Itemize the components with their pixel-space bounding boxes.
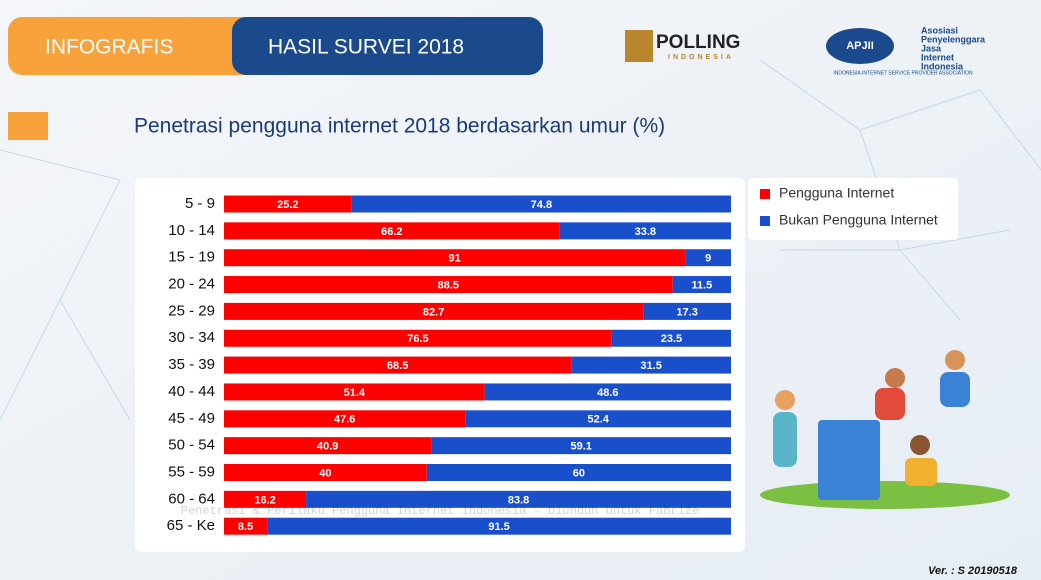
y-tick-label: 55 - 59	[168, 463, 215, 480]
bar-segment	[224, 356, 572, 374]
y-tick-label: 35 - 39	[168, 356, 215, 373]
data-label: 88.5	[438, 279, 459, 291]
apjii-logo-shape	[826, 28, 894, 64]
data-label: 52.4	[587, 414, 609, 426]
chart: 5 - 9 25.2 74.8 10 - 14 66.2 33.8 15 - 19 91 9 20…	[167, 195, 731, 535]
data-label: 11.5	[691, 279, 712, 291]
bar-segment	[484, 383, 731, 401]
data-label: 68.5	[387, 360, 408, 372]
title-banner	[232, 17, 543, 75]
data-label: 76.5	[407, 333, 428, 345]
y-tick-label: 5 - 9	[185, 195, 215, 212]
data-label: 66.2	[381, 226, 402, 238]
version: Ver. : S 20190518	[928, 565, 1018, 577]
data-label: 16.2	[254, 494, 275, 506]
legend-label: Pengguna Internet	[779, 185, 894, 201]
data-label: 59.1	[570, 441, 591, 453]
bar-segment	[224, 383, 485, 401]
bar-segment	[224, 490, 307, 508]
bar-segment	[267, 517, 731, 535]
watermark: Penetrasi & Perilaku Pengguna Internet I…	[181, 504, 699, 518]
bar-segment	[559, 222, 731, 240]
data-label: 83.8	[508, 494, 529, 506]
bar-segment	[224, 276, 673, 294]
data-label: 40.9	[317, 441, 338, 453]
bar-segment	[224, 410, 466, 428]
data-label: 9	[705, 253, 711, 265]
bar-segment	[571, 356, 731, 374]
polling-logo-sub: INDONESIA	[668, 54, 734, 61]
data-label: 74.8	[531, 199, 552, 211]
legend-swatch	[760, 189, 770, 199]
illustration	[760, 350, 1010, 509]
bar-segment	[465, 410, 731, 428]
legend-swatch	[760, 216, 770, 226]
data-label: 25.2	[277, 199, 298, 211]
apjii-name-line: Asosiasi	[921, 25, 958, 35]
y-tick-label: 40 - 44	[168, 383, 215, 400]
data-label: 33.8	[635, 226, 656, 238]
bar-segment	[611, 329, 731, 347]
data-label: 82.7	[423, 306, 444, 318]
data-label: 40	[319, 467, 331, 479]
bar-segment	[351, 195, 731, 213]
data-label: 47.6	[334, 414, 355, 426]
data-label: 60	[573, 467, 585, 479]
bar-segment	[224, 437, 432, 455]
bar-segment	[224, 249, 686, 267]
legend-label: Bukan Pengguna Internet	[779, 212, 938, 228]
bar-segment	[224, 329, 612, 347]
chart-title: Penetrasi pengguna internet 2018 berdasa…	[134, 115, 665, 138]
polling-logo-icon	[625, 30, 653, 62]
apjii-name: AsosiasiPenyelenggaraJasaInternetIndones…	[921, 25, 986, 71]
bar-segment	[224, 464, 427, 481]
bar-segment	[685, 249, 731, 267]
y-tick-label: 10 - 14	[168, 222, 215, 239]
y-tick-label: 20 - 24	[168, 276, 215, 293]
data-label: 51.4	[344, 387, 366, 399]
y-tick-label: 25 - 29	[168, 302, 215, 319]
apjii-logo: APJII	[846, 40, 874, 52]
data-label: 31.5	[640, 360, 661, 372]
apjii-name-line: Jasa	[921, 43, 942, 53]
bar-segment	[224, 195, 352, 213]
apjii-name-line: Indonesia	[921, 61, 964, 71]
polling-logo: POLLING	[656, 32, 740, 53]
apjii-tagline: INDONESIA INTERNET SERVICE PROVIDER ASSO…	[833, 70, 973, 76]
data-label: 17.3	[676, 306, 697, 318]
data-label: 91.5	[488, 521, 509, 533]
apjii-name-line: Penyelenggara	[921, 34, 986, 44]
bar-segment	[643, 302, 731, 320]
y-tick-label: 60 - 64	[168, 490, 215, 507]
tag-text: INFOGRAFIS	[45, 36, 173, 59]
tag-banner	[8, 17, 268, 75]
bar-segment	[224, 302, 644, 320]
data-label: 8.5	[238, 521, 253, 533]
network-decoration	[0, 59, 1041, 421]
accent-block	[8, 112, 48, 140]
bar-segment	[672, 276, 731, 294]
bar-segment	[426, 464, 731, 481]
header-title: HASIL SURVEI 2018	[268, 36, 464, 59]
y-tick-label: 30 - 34	[168, 329, 215, 346]
y-tick-label: 45 - 49	[168, 410, 215, 427]
bar-segment	[224, 517, 268, 535]
legend-card	[748, 178, 958, 240]
apjii-name-line: Internet	[921, 52, 954, 62]
data-label: 91	[449, 253, 461, 265]
data-label: 23.5	[661, 333, 682, 345]
bar-segment	[224, 222, 560, 240]
bar-segment	[306, 490, 731, 508]
bar-segment	[431, 437, 731, 455]
y-tick-label: 50 - 54	[168, 437, 215, 454]
y-tick-label: 65 - Ke	[167, 517, 215, 534]
y-tick-label: 15 - 19	[168, 249, 215, 266]
data-label: 48.6	[597, 387, 618, 399]
